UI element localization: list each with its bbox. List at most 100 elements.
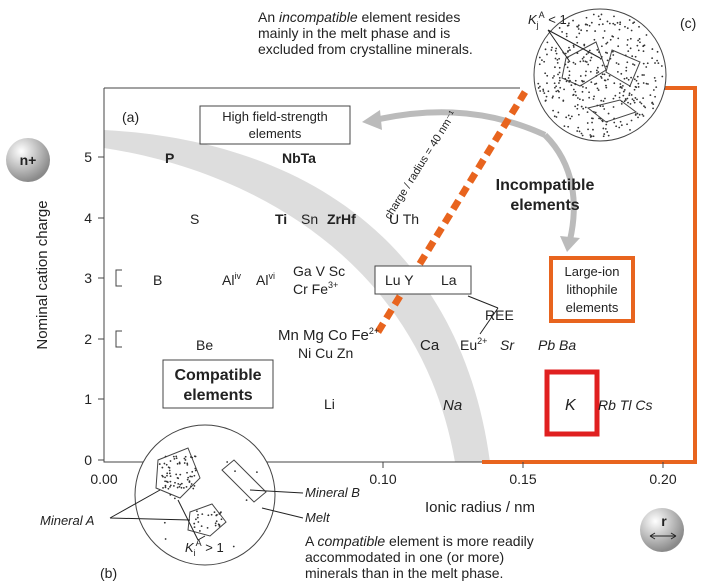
dot bbox=[597, 15, 600, 18]
dot bbox=[637, 86, 640, 88]
dot bbox=[546, 41, 549, 44]
panel-label: (c) bbox=[680, 15, 696, 31]
dot bbox=[564, 63, 567, 66]
dot bbox=[177, 482, 180, 485]
ree-arrows bbox=[467, 295, 499, 335]
dot bbox=[625, 77, 628, 79]
dot bbox=[615, 62, 618, 64]
dot bbox=[201, 513, 204, 516]
dot bbox=[627, 50, 630, 53]
dot bbox=[581, 80, 584, 83]
dot bbox=[584, 106, 587, 109]
dot bbox=[586, 29, 588, 32]
dot bbox=[636, 75, 639, 78]
dot bbox=[568, 74, 571, 77]
dot bbox=[563, 125, 566, 128]
dot bbox=[606, 52, 609, 54]
dot bbox=[570, 115, 573, 118]
dot bbox=[619, 83, 622, 85]
element: Ni Cu Zn bbox=[298, 345, 353, 361]
dot bbox=[200, 525, 203, 528]
dot bbox=[642, 97, 645, 100]
dot bbox=[609, 57, 612, 60]
dot bbox=[567, 114, 570, 117]
dot bbox=[164, 455, 167, 458]
y-axis-title: Nominal cation charge bbox=[34, 200, 51, 349]
dot bbox=[193, 522, 196, 525]
dot bbox=[164, 538, 167, 540]
dot bbox=[195, 518, 197, 521]
dot bbox=[601, 23, 604, 26]
hfse-box bbox=[199, 105, 351, 145]
dot bbox=[621, 84, 624, 87]
k-rest: < 1 bbox=[545, 12, 567, 27]
dot bbox=[605, 86, 608, 89]
dot bbox=[611, 35, 614, 38]
dot bbox=[634, 85, 637, 88]
dot bbox=[637, 116, 639, 119]
charge-symbol: n+ bbox=[20, 152, 37, 168]
note-em: compatible bbox=[317, 533, 385, 549]
dot bbox=[633, 64, 636, 66]
dot bbox=[218, 513, 221, 515]
element-sup: 3+ bbox=[328, 280, 338, 290]
dot bbox=[636, 112, 639, 115]
dot bbox=[575, 94, 577, 97]
dot bbox=[561, 31, 563, 33]
panel-label: (a) bbox=[122, 109, 139, 125]
dot bbox=[569, 117, 572, 120]
dot bbox=[587, 63, 590, 66]
element-sup: vi bbox=[268, 271, 275, 281]
dot bbox=[645, 82, 648, 85]
dot bbox=[598, 117, 600, 120]
element: ZrHf bbox=[327, 211, 356, 227]
mineral-a-label: Mineral A bbox=[40, 513, 94, 528]
element-sup: 2+ bbox=[477, 336, 487, 346]
dot bbox=[607, 134, 610, 137]
dot bbox=[625, 69, 628, 72]
dot bbox=[631, 55, 634, 58]
axes bbox=[103, 88, 482, 463]
top-note: mainly in the melt phase and is bbox=[258, 25, 450, 41]
radius-arrow bbox=[649, 532, 677, 540]
dot bbox=[645, 34, 648, 36]
compatibility-band bbox=[104, 130, 490, 462]
dot bbox=[574, 105, 577, 108]
dot bbox=[196, 516, 199, 519]
dot bbox=[588, 24, 591, 27]
y-tick: 3 bbox=[84, 270, 92, 286]
dot bbox=[217, 523, 220, 526]
dot bbox=[602, 135, 605, 138]
dot bbox=[633, 101, 636, 104]
dot bbox=[550, 49, 553, 51]
element: P bbox=[165, 150, 174, 166]
dot bbox=[565, 116, 568, 119]
element-symbol: Al bbox=[256, 272, 268, 288]
dot bbox=[580, 84, 583, 87]
dot bbox=[579, 75, 582, 77]
dot bbox=[641, 113, 644, 116]
dot bbox=[566, 24, 569, 27]
dot bbox=[245, 499, 248, 502]
dot bbox=[624, 98, 627, 100]
dot bbox=[585, 53, 588, 56]
dot bbox=[163, 521, 166, 524]
dot bbox=[644, 106, 647, 109]
dot bbox=[623, 88, 626, 91]
dot bbox=[612, 22, 615, 25]
element-symbol: Mn Mg Co Fe bbox=[278, 327, 369, 344]
dot bbox=[642, 62, 645, 65]
dot bbox=[582, 60, 585, 62]
dot bbox=[627, 101, 629, 104]
dot bbox=[586, 122, 589, 124]
dot bbox=[595, 82, 598, 85]
dot bbox=[183, 457, 186, 460]
dot bbox=[632, 63, 634, 66]
dot bbox=[546, 53, 548, 56]
incompatible-label: Incompatible bbox=[496, 177, 595, 194]
dot bbox=[158, 463, 161, 465]
lile-box bbox=[549, 256, 635, 323]
dot bbox=[645, 66, 648, 68]
dot bbox=[628, 19, 631, 21]
dot bbox=[620, 124, 623, 127]
